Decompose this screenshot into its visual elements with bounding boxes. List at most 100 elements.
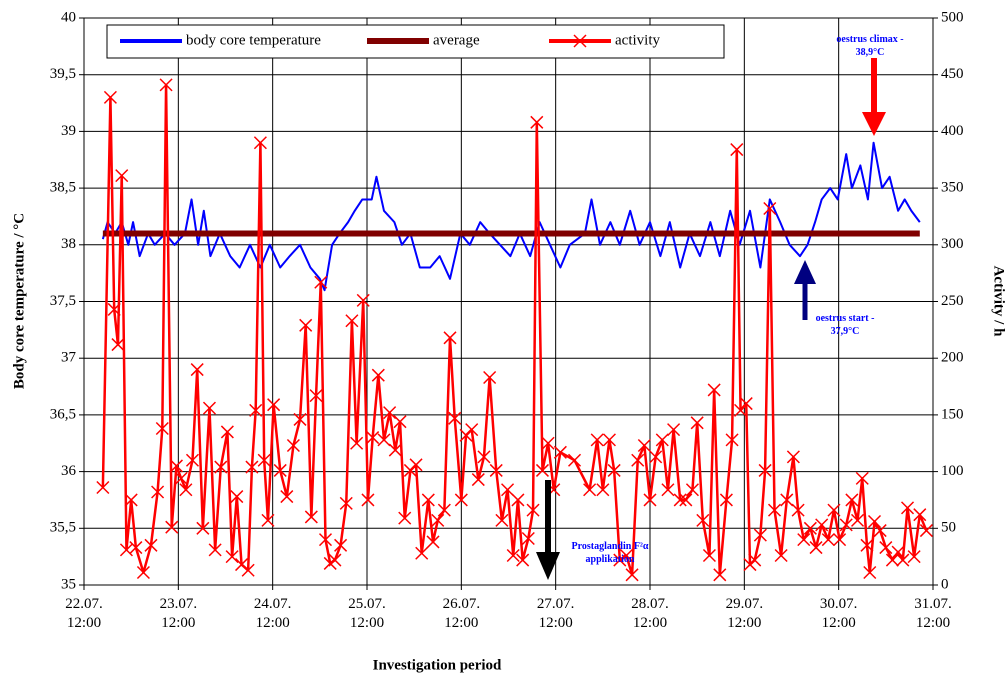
marker — [655, 433, 669, 447]
marker — [304, 510, 318, 524]
legend-label: average — [433, 32, 480, 48]
x-tick-label: 26.07. 12:00 — [442, 596, 481, 631]
legend-label: body core temperature — [186, 32, 321, 48]
marker — [734, 403, 748, 417]
annotation: oestrus start - 37,9°C — [790, 312, 900, 338]
marker — [767, 503, 782, 517]
marker — [448, 411, 462, 425]
marker — [328, 553, 342, 567]
marker — [489, 463, 503, 477]
marker — [568, 453, 582, 467]
marker — [719, 493, 733, 507]
y-tick-label: 35 — [61, 576, 76, 592]
marker — [851, 513, 865, 527]
marker — [115, 169, 129, 183]
marker — [174, 471, 188, 485]
marker — [151, 485, 165, 499]
marker — [409, 458, 423, 472]
marker — [506, 548, 520, 563]
marker — [144, 538, 158, 552]
marker — [791, 503, 805, 517]
marker — [426, 535, 440, 549]
marker — [702, 548, 716, 563]
marker — [437, 503, 451, 517]
marker — [748, 553, 762, 567]
marker — [350, 436, 364, 450]
marker — [196, 521, 210, 535]
marker — [208, 543, 222, 557]
marker — [155, 421, 169, 436]
annotation: oestrus climax - 38,9°C — [800, 33, 940, 59]
marker — [553, 445, 567, 459]
marker — [361, 493, 375, 507]
y2-tick-label: 50 — [941, 520, 956, 536]
marker — [165, 520, 179, 534]
marker — [393, 415, 407, 429]
arrow-head — [862, 112, 886, 136]
marker — [483, 370, 497, 385]
marker — [907, 550, 921, 564]
marker — [241, 563, 255, 577]
marker — [725, 433, 739, 447]
marker — [530, 115, 544, 129]
marker — [267, 398, 281, 412]
marker — [730, 143, 744, 157]
y2-tick-label: 300 — [941, 236, 964, 252]
marker — [541, 436, 555, 450]
marker — [366, 431, 380, 445]
x-tick-label: 23.07. 12:00 — [159, 596, 198, 631]
marker — [495, 513, 509, 527]
marker — [377, 433, 391, 447]
marker — [334, 538, 348, 552]
marker — [345, 314, 359, 328]
y2-axis-title: Activity / h — [991, 266, 1007, 337]
marker — [839, 518, 853, 532]
marker — [501, 483, 515, 497]
marker — [202, 401, 216, 415]
marker — [477, 450, 491, 464]
marker — [398, 511, 412, 525]
marker — [388, 443, 402, 457]
y2-tick-label: 250 — [941, 293, 964, 309]
marker — [526, 503, 540, 517]
marker — [758, 463, 772, 477]
marker — [383, 406, 397, 420]
marker — [261, 513, 275, 527]
marker — [763, 201, 777, 216]
marker — [299, 318, 313, 332]
marker — [900, 501, 915, 515]
marker — [124, 493, 138, 507]
marker — [443, 331, 457, 345]
marker — [739, 397, 753, 411]
marker — [169, 459, 183, 473]
marker — [667, 423, 681, 437]
marker — [867, 514, 882, 529]
marker — [827, 503, 841, 517]
marker — [314, 275, 328, 289]
marker — [516, 553, 530, 567]
marker — [821, 533, 835, 547]
marker — [602, 433, 616, 447]
marker — [815, 518, 829, 532]
x-tick-label: 30.07. 12:00 — [819, 596, 858, 631]
marker — [833, 533, 847, 547]
annotation-line: Prostaglandin F²α — [571, 541, 649, 552]
marker — [230, 490, 244, 504]
marker — [855, 471, 869, 485]
marker — [860, 538, 874, 552]
marker — [631, 453, 645, 467]
marker — [707, 383, 721, 397]
marker — [257, 453, 271, 467]
y2-tick-label: 500 — [941, 9, 964, 25]
marker — [590, 433, 604, 447]
y-tick-label: 38 — [61, 236, 76, 252]
annotation-line: 38,9°C — [855, 47, 885, 58]
marker — [220, 425, 234, 439]
marker — [521, 531, 535, 546]
y-tick-label: 39,5 — [50, 66, 76, 82]
marker — [159, 78, 173, 92]
series-line — [101, 141, 921, 292]
marker — [696, 513, 710, 527]
